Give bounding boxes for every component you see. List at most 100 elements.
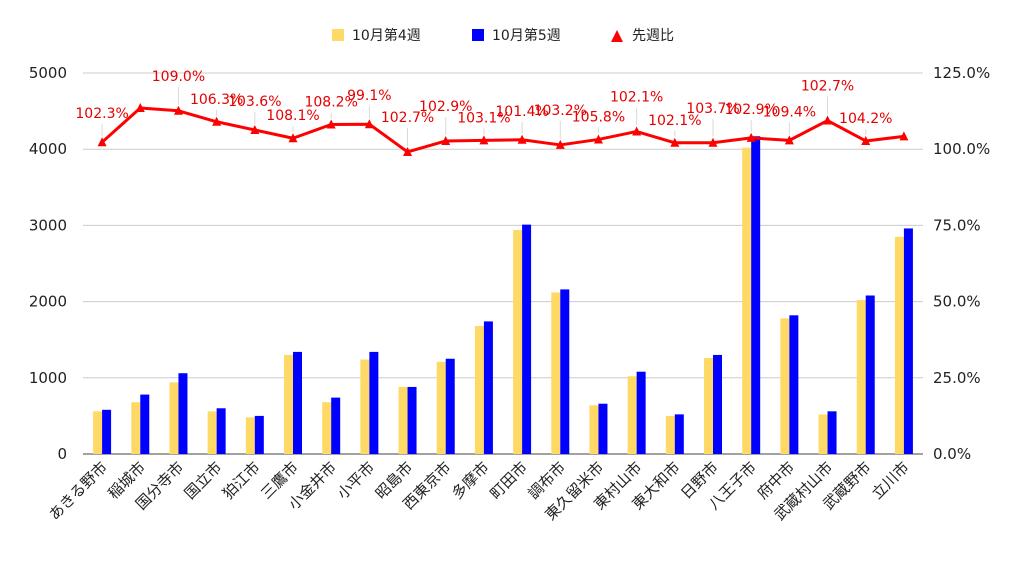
ratio-point bbox=[899, 131, 909, 141]
ratio-point bbox=[97, 137, 107, 147]
ratio-point bbox=[708, 137, 718, 147]
x-axis-category-label: 小平市 bbox=[334, 458, 379, 503]
ratio-point bbox=[288, 133, 298, 143]
legend-swatch-week4 bbox=[332, 29, 344, 41]
ratio-point bbox=[212, 116, 222, 126]
ratio-data-label: 105.8% bbox=[572, 109, 625, 125]
bar-week4 bbox=[284, 354, 293, 454]
bar-week4 bbox=[169, 382, 179, 454]
legend-label-ratio: 先週比 bbox=[632, 28, 674, 44]
bar-week5 bbox=[102, 409, 112, 454]
ratio-point bbox=[670, 137, 680, 147]
right-axis: 0.0% 25.0% 50.0% 75.0% 100.0% 125.0% bbox=[933, 64, 990, 463]
ratio-data-label: 109.0% bbox=[152, 69, 205, 85]
bar-week5 bbox=[865, 295, 875, 454]
bar-week4 bbox=[513, 229, 523, 454]
ratio-point bbox=[861, 135, 871, 145]
ratio-data-label: 103.2% bbox=[534, 103, 587, 119]
bar-week4 bbox=[207, 411, 217, 454]
x-axis-category-label: 町田市 bbox=[486, 458, 531, 503]
bar-week4 bbox=[589, 405, 599, 454]
bar-week4 bbox=[818, 414, 828, 454]
ratio-data-label: 103.6% bbox=[228, 94, 281, 110]
left-axis-tick-label: 3000 bbox=[29, 216, 67, 234]
ratio-point bbox=[173, 105, 183, 115]
ratio-data-label: 109.4% bbox=[763, 104, 816, 120]
bar-week4 bbox=[551, 292, 561, 454]
legend-triangle-icon bbox=[611, 30, 623, 42]
bar-week5 bbox=[789, 315, 799, 454]
right-axis-tick-label: 125.0% bbox=[933, 64, 990, 82]
bar-week5 bbox=[178, 373, 188, 454]
ratio-data-label: 102.1% bbox=[610, 90, 663, 106]
ratio-point bbox=[784, 135, 794, 145]
ratio-data-label: 102.7% bbox=[381, 110, 434, 126]
x-axis-category-label: 国立市 bbox=[181, 458, 226, 503]
bar-week4 bbox=[93, 411, 103, 454]
ratio-point bbox=[555, 139, 565, 149]
ratio-point bbox=[593, 134, 603, 144]
right-axis-tick-label: 50.0% bbox=[933, 293, 981, 311]
bar-week5 bbox=[636, 371, 646, 454]
ratio-data-label: 103.7% bbox=[686, 101, 739, 117]
ratio-data-label: 102.3% bbox=[75, 106, 128, 122]
bar-week4 bbox=[894, 236, 904, 454]
left-axis-tick-label: 1000 bbox=[29, 369, 67, 387]
ratio-point bbox=[479, 135, 489, 145]
right-axis-tick-label: 0.0% bbox=[933, 445, 971, 463]
bar-week4 bbox=[665, 415, 675, 454]
bar-week5 bbox=[369, 351, 379, 454]
ratio-data-label: 104.2% bbox=[839, 111, 892, 127]
ratio-point bbox=[326, 119, 336, 129]
x-axis-category-label: 立川市 bbox=[868, 458, 913, 503]
legend-label-week4: 10月第4週 bbox=[352, 27, 421, 44]
right-axis-tick-label: 25.0% bbox=[933, 369, 981, 387]
left-axis-tick-label: 0 bbox=[57, 445, 67, 463]
x-axis-labels: あきる野市稲城市国分寺市国立市狛江市三鷹市小金井市小平市昭島市西東京市多摩市町田… bbox=[45, 458, 912, 524]
bar-week5 bbox=[483, 321, 493, 454]
ratio-point bbox=[135, 103, 145, 113]
x-axis-category-label: あきる野市 bbox=[45, 458, 111, 524]
bar-week4 bbox=[245, 417, 255, 454]
ratio-data-label: 99.1% bbox=[347, 88, 391, 104]
ratio-point bbox=[403, 146, 413, 156]
bar-week4 bbox=[398, 386, 408, 454]
bar-week4 bbox=[627, 376, 637, 454]
ratio-point bbox=[250, 124, 260, 134]
legend-label-week5: 10月第5週 bbox=[492, 27, 561, 44]
bar-week4 bbox=[742, 147, 752, 454]
ratio-data-label: 108.1% bbox=[266, 108, 319, 124]
ratio-data-label: 106.3% bbox=[190, 92, 243, 108]
bar-week4 bbox=[780, 318, 790, 454]
left-axis-tick-label: 4000 bbox=[29, 140, 67, 158]
ratio-line-series: 102.3% 109.0% 106.3%103.6%108.1%108.2%99.1… bbox=[75, 69, 909, 156]
bar-week4 bbox=[474, 325, 484, 454]
bar-week5 bbox=[827, 411, 837, 454]
bar-week5 bbox=[522, 224, 532, 454]
bar-week5 bbox=[407, 386, 417, 454]
ratio-data-label: 102.9% bbox=[724, 102, 777, 118]
bar-week5 bbox=[751, 136, 761, 454]
ratio-point bbox=[517, 134, 527, 144]
legend-swatch-week5 bbox=[472, 29, 484, 41]
right-axis-tick-label: 75.0% bbox=[933, 216, 981, 234]
bar-week5 bbox=[560, 289, 570, 454]
bar-week5 bbox=[254, 415, 264, 454]
left-axis: 0 1000 2000 3000 4000 5000 bbox=[29, 64, 67, 463]
right-axis-tick-label: 100.0% bbox=[933, 140, 990, 158]
ratio-point bbox=[823, 115, 833, 125]
bar-week5 bbox=[445, 358, 455, 454]
ratio-point bbox=[441, 135, 451, 145]
bar-week4 bbox=[131, 402, 141, 454]
ratio-point bbox=[632, 126, 642, 136]
bar-week4 bbox=[704, 357, 713, 454]
ratio-data-label: 103.1% bbox=[457, 110, 510, 126]
bar-week5 bbox=[293, 351, 302, 454]
x-axis-category-label: 狛江市 bbox=[219, 458, 264, 503]
bar-week5 bbox=[598, 403, 608, 454]
bar-week5 bbox=[713, 354, 722, 454]
legend: 10月第4週 10月第5週 先週比 bbox=[332, 27, 674, 44]
x-axis-category-label: 多摩市 bbox=[448, 458, 493, 503]
